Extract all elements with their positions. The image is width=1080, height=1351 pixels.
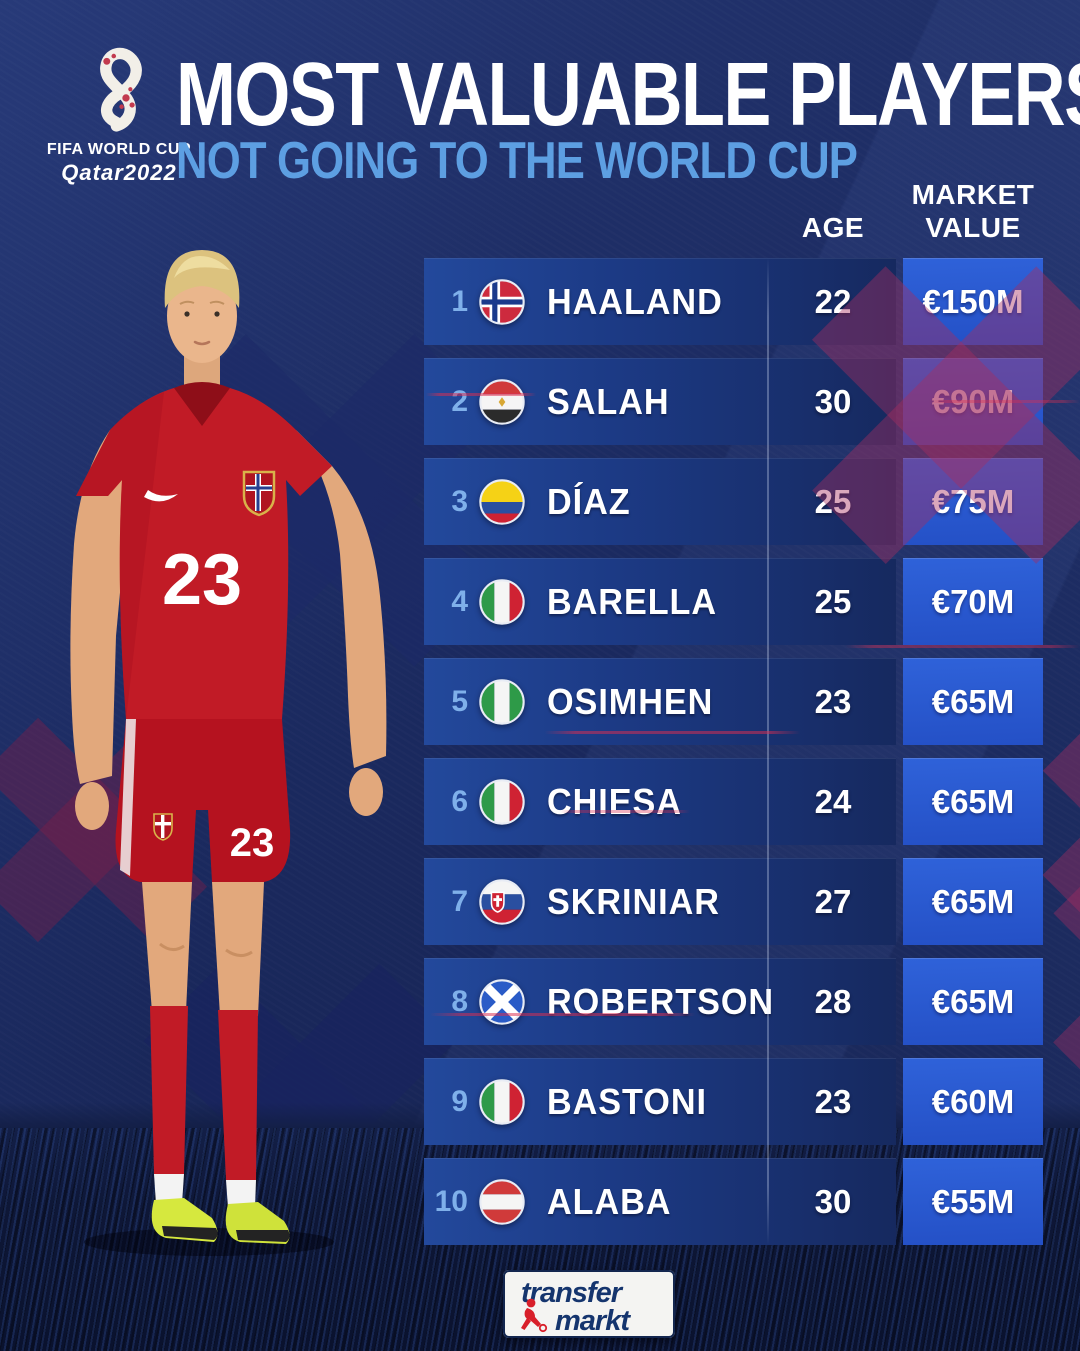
table-row: 10 ALABA 30 €55M <box>0 1158 1080 1245</box>
player-age: 30 <box>814 382 852 420</box>
transfermarkt-logo: transfer markt <box>503 1270 675 1338</box>
player-row-bar: 1 HAALAND 22 <box>424 258 896 345</box>
market-value: €150M <box>922 282 1024 320</box>
column-header-market-value: MARKET VALUE <box>898 178 1048 244</box>
market-value-cell: €65M <box>903 658 1043 745</box>
table-row: 2 SALAH 30 €90M <box>0 358 1080 445</box>
flag-italy-icon <box>479 1078 525 1125</box>
player-name: DÍAZ <box>547 480 631 522</box>
rank-label: 1 <box>451 284 468 318</box>
flag-slovakia-icon <box>479 878 525 925</box>
market-value-cell: €90M <box>903 358 1043 445</box>
table-row: 1 HAALAND 22 €150M <box>0 258 1080 345</box>
player-row-bar: 4 BARELLA 25 <box>424 558 896 645</box>
player-name: HAALAND <box>547 280 723 322</box>
rank-label: 4 <box>451 584 468 618</box>
rank-label: 7 <box>451 884 468 918</box>
page-title: MOST VALUABLE PLAYERS <box>176 45 1080 145</box>
rank-label: 5 <box>451 684 468 718</box>
flag-austria-icon <box>479 1178 525 1225</box>
flag-colombia-icon <box>479 478 525 525</box>
player-row-bar: 8 ROBERTSON 28 <box>424 958 896 1045</box>
kicking-player-icon <box>521 1298 548 1333</box>
table-row: 4 BARELLA 25 €70M <box>0 558 1080 645</box>
player-name: ROBERTSON <box>547 980 775 1022</box>
flag-italy-icon <box>479 578 525 625</box>
table-row: 6 CHIESA 24 €65M <box>0 758 1080 845</box>
market-value-cell: €65M <box>903 958 1043 1045</box>
rank-label: 2 <box>451 384 468 418</box>
market-value: €65M <box>931 982 1015 1020</box>
player-name: BARELLA <box>547 580 718 622</box>
rank-label: 3 <box>451 484 468 518</box>
transfermarkt-logo-line2: markt <box>555 1305 630 1337</box>
player-name: SALAH <box>547 380 670 422</box>
market-value: €65M <box>931 682 1015 720</box>
column-header-value: VALUE <box>925 212 1021 243</box>
flag-egypt-icon <box>479 378 525 425</box>
player-row-bar: 6 CHIESA 24 <box>424 758 896 845</box>
table-row: 8 ROBERTSON 28 €65M <box>0 958 1080 1045</box>
player-age: 28 <box>814 982 852 1020</box>
player-name: BASTONI <box>547 1080 707 1122</box>
page-subtitle: NOT GOING TO THE WORLD CUP <box>176 132 858 190</box>
market-value-cell: €75M <box>903 458 1043 545</box>
player-name: SKRINIAR <box>547 880 720 922</box>
market-value: €65M <box>931 782 1015 820</box>
player-name: CHIESA <box>547 780 682 822</box>
market-value: €90M <box>931 382 1015 420</box>
fifa-trophy-icon <box>100 47 142 132</box>
market-value: €75M <box>931 482 1015 520</box>
rank-label: 6 <box>451 784 468 818</box>
player-row-bar: 5 OSIMHEN 23 <box>424 658 896 745</box>
table-row: 5 OSIMHEN 23 €65M <box>0 658 1080 745</box>
player-age: 30 <box>814 1182 852 1220</box>
fifa-logo-year: Qatar2022 <box>61 160 177 185</box>
player-age: 25 <box>814 582 852 620</box>
table-row: 3 DÍAZ 25 €75M <box>0 458 1080 545</box>
fifa-world-cup-logo: FIFA WORLD CUP Qatar2022 <box>44 34 194 185</box>
player-age: 23 <box>814 1082 852 1120</box>
rank-label: 9 <box>451 1084 468 1118</box>
player-age: 24 <box>814 782 852 820</box>
column-header-market: MARKET <box>911 179 1035 210</box>
market-value-cell: €150M <box>903 258 1043 345</box>
market-value: €65M <box>931 882 1015 920</box>
flag-scotland-icon <box>479 978 525 1025</box>
fifa-logo-text: FIFA WORLD CUP <box>46 141 192 158</box>
market-value-cell: €55M <box>903 1158 1043 1245</box>
rank-label: 8 <box>451 984 468 1018</box>
transfermarkt-logo-line1: transfer <box>521 1277 622 1309</box>
market-value: €70M <box>931 582 1015 620</box>
player-age: 23 <box>814 682 852 720</box>
market-value: €60M <box>931 1082 1015 1120</box>
player-row-bar: 3 DÍAZ 25 <box>424 458 896 545</box>
player-row-bar: 2 SALAH 30 <box>424 358 896 445</box>
table-row: 9 BASTONI 23 €60M <box>0 1058 1080 1145</box>
market-value-cell: €65M <box>903 758 1043 845</box>
shorts-number: 23 <box>230 821 275 865</box>
player-row-bar: 7 SKRINIAR 27 <box>424 858 896 945</box>
market-value-cell: €60M <box>903 1058 1043 1145</box>
flag-nigeria-icon <box>479 678 525 725</box>
market-value-cell: €70M <box>903 558 1043 645</box>
player-row-bar: 9 BASTONI 23 <box>424 1058 896 1145</box>
market-value: €55M <box>931 1182 1015 1220</box>
player-name: OSIMHEN <box>547 680 714 722</box>
market-value-cell: €65M <box>903 858 1043 945</box>
player-name: ALABA <box>547 1180 672 1222</box>
column-header-age: AGE <box>801 212 865 243</box>
rank-label: 10 <box>434 1184 468 1218</box>
scratch-line <box>845 645 1080 648</box>
player-age: 25 <box>814 482 852 520</box>
flag-italy-icon <box>479 778 525 825</box>
flag-norway-icon <box>479 278 525 325</box>
player-row-bar: 10 ALABA 30 <box>424 1158 896 1245</box>
player-age: 22 <box>814 282 852 320</box>
table-row: 7 SKRINIAR 27 €65M <box>0 858 1080 945</box>
player-age: 27 <box>814 882 852 920</box>
